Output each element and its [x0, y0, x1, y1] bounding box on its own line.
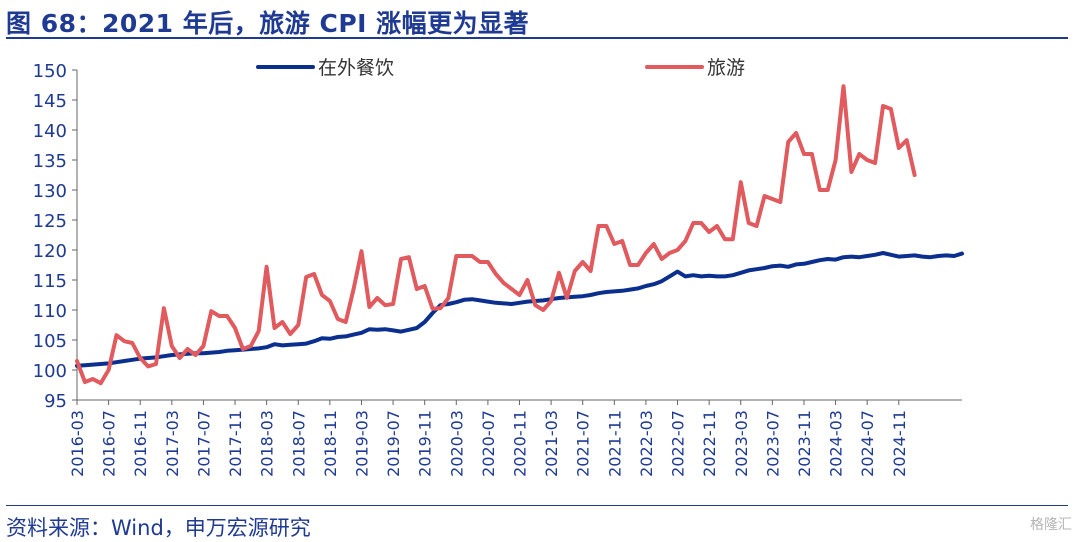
- x-tick-label: 2016-03: [68, 410, 87, 477]
- y-tick-label: 100: [33, 361, 67, 382]
- y-tick-label: 110: [33, 301, 67, 322]
- y-tick-label: 95: [44, 391, 67, 412]
- y-tick-label: 120: [33, 241, 67, 262]
- x-tick-label: 2022-03: [637, 410, 656, 477]
- x-tick-label: 2022-11: [700, 410, 719, 477]
- y-tick-label: 115: [33, 271, 67, 292]
- x-tick-label: 2017-11: [226, 410, 245, 477]
- x-tick-label: 2021-11: [605, 410, 624, 477]
- x-tick-label: 2020-07: [479, 410, 498, 477]
- y-tick-label: 145: [33, 91, 67, 112]
- x-tick-label: 2024-03: [827, 410, 846, 477]
- x-tick-label: 2020-03: [447, 410, 466, 477]
- y-tick-label: 105: [33, 331, 67, 352]
- x-tick-label: 2019-07: [384, 410, 403, 477]
- x-tick-label: 2024-11: [890, 410, 909, 477]
- x-tick-label: 2023-07: [763, 410, 782, 477]
- watermark-logo: 格隆汇: [1030, 517, 1072, 533]
- title-rule: [6, 37, 1068, 39]
- series-line-2: [75, 84, 917, 386]
- y-tick-label: 140: [33, 121, 67, 142]
- x-tick-label: 2023-11: [795, 410, 814, 477]
- y-tick-label: 135: [33, 151, 67, 172]
- legend-label-1: 在外餐饮: [318, 57, 394, 79]
- x-tick-label: 2020-11: [511, 410, 530, 477]
- x-tick-label: 2017-07: [194, 410, 213, 477]
- x-tick-label: 2024-07: [858, 410, 877, 477]
- y-tick-label: 150: [33, 61, 67, 82]
- legend-label-2: 旅游: [707, 57, 745, 79]
- footer-rule: [6, 505, 1068, 506]
- series-line-1: [75, 251, 964, 368]
- x-tick-label: 2016-11: [131, 410, 150, 477]
- x-tick-label: 2018-11: [321, 410, 340, 477]
- x-tick-label: 2023-03: [732, 410, 751, 477]
- line-chart: 95 100 105 110 115 120 125 130 135 140 145 150 2016-…: [33, 57, 964, 477]
- x-tick-label: 2018-03: [258, 410, 277, 477]
- x-tick-label: 2021-07: [574, 410, 593, 477]
- y-tick-label: 130: [33, 181, 67, 202]
- x-tick-label: 2019-03: [352, 410, 371, 477]
- x-tick-label: 2016-07: [100, 410, 119, 477]
- y-tick-label: 125: [33, 211, 67, 232]
- x-tick-label: 2022-07: [669, 410, 688, 477]
- source-note: 资料来源：Wind，申万宏源研究: [6, 516, 311, 540]
- page-title: 图 68：2021 年后，旅游 CPI 涨幅更为显著: [6, 9, 530, 38]
- x-tick-label: 2018-07: [289, 410, 308, 477]
- x-tick-label: 2019-11: [416, 410, 435, 477]
- x-tick-label: 2021-03: [542, 410, 561, 477]
- x-tick-label: 2017-03: [163, 410, 182, 477]
